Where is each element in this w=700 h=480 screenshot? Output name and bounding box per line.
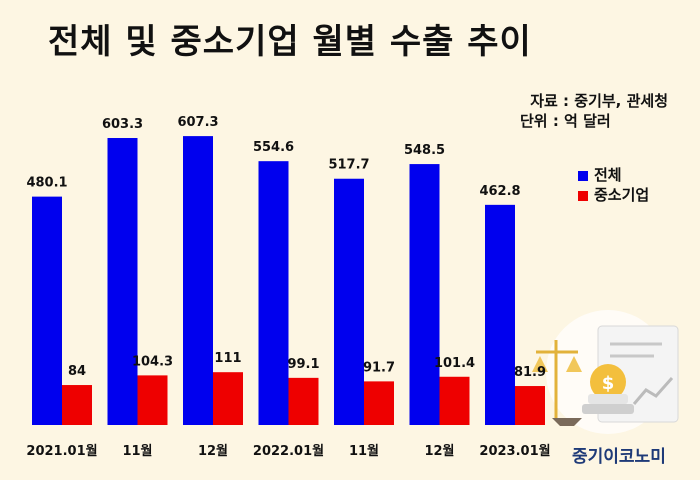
data-label-sme: 99.1 — [287, 357, 319, 372]
legend-swatch-sme — [578, 190, 588, 201]
chart-title: 전체 및 중소기업 월별 수출 추이 — [48, 22, 532, 62]
data-label-sme: 91.7 — [363, 360, 395, 375]
x-tick-label: 11월 — [349, 443, 379, 459]
data-label-sme: 104.3 — [132, 354, 173, 369]
unit-note: 단위 : 억 달러 — [520, 112, 611, 130]
x-tick-label: 2022.01월 — [253, 443, 324, 459]
bar-total — [183, 136, 213, 425]
bar-total — [258, 161, 289, 426]
export-illustration-icon: $ — [532, 310, 679, 434]
x-tick-label: 12월 — [198, 443, 228, 459]
data-label-sme: 84 — [68, 364, 86, 379]
bar-sme — [213, 372, 243, 425]
x-tick-label: 2021.01월 — [26, 443, 97, 459]
bar-sme — [288, 377, 319, 425]
bar-sme — [62, 385, 92, 425]
data-label-sme: 81.9 — [514, 365, 546, 380]
x-tick-label: 2023.01월 — [479, 443, 550, 459]
legend-swatch-total — [578, 170, 588, 181]
data-label-total: 480.1 — [26, 176, 67, 191]
data-label-total: 607.3 — [177, 115, 218, 130]
x-tick-label: 12월 — [424, 443, 454, 459]
data-label-total: 554.6 — [253, 140, 294, 155]
legend-label-total: 전체 — [594, 166, 622, 184]
bar-sme — [364, 381, 394, 425]
data-label-sme: 101.4 — [434, 356, 475, 371]
bar-total — [485, 204, 515, 425]
data-label-total: 462.8 — [479, 184, 520, 199]
legend-label-sme: 중소기업 — [594, 186, 650, 204]
legend-item-sme: 중소기업 — [578, 184, 649, 205]
bar-total — [409, 164, 440, 425]
bar-total — [334, 178, 364, 425]
legend-item-total: 전체 — [578, 164, 622, 185]
bar-total — [107, 138, 138, 425]
data-label-total: 603.3 — [102, 117, 143, 132]
bar-sme — [515, 386, 545, 425]
bar-total — [32, 196, 62, 425]
svg-text:$: $ — [602, 373, 615, 394]
bar-sme — [439, 376, 470, 425]
data-label-total: 517.7 — [328, 158, 369, 173]
bar-sme — [137, 375, 168, 425]
source-note: 자료 : 중기부, 관세청 — [530, 92, 668, 110]
brand-logo: 중기이코노미 — [572, 447, 666, 467]
data-label-total: 548.5 — [404, 143, 445, 158]
data-label-sme: 111 — [214, 351, 241, 366]
x-tick-label: 11월 — [122, 443, 152, 459]
